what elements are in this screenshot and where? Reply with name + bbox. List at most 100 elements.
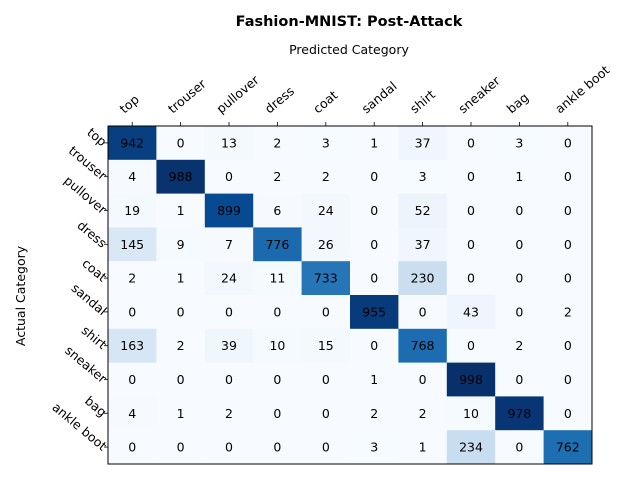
cell-value-label: 0 [564,135,572,150]
heatmap-cell [204,362,254,397]
heatmap-cell [398,328,448,364]
heatmap-cell [108,328,157,364]
heatmap-cell [446,295,496,330]
heatmap-cell [253,193,303,228]
cell-value-label: 0 [128,372,136,387]
cell-value-label: 0 [225,304,233,319]
heatmap-cell [156,193,206,228]
heatmap-cell [156,328,206,364]
heatmap-cell [108,159,157,195]
x-tick-label: trouser [165,76,210,117]
cell-value-label: 37 [415,135,431,150]
heatmap-cell [156,430,206,465]
heatmap-cell [156,295,206,330]
y-tick-label: shirt [79,323,110,353]
x-tick-label: top [116,92,141,117]
heatmap-cell [398,430,448,465]
heatmap-cell [108,227,157,262]
y-axis-label: Actual Category [13,245,28,346]
cell-value-label: 0 [467,135,475,150]
heatmap-cell [253,227,303,262]
heatmap-cell [108,126,157,161]
cell-value-label: 43 [463,304,479,319]
heatmap-cell [350,295,399,330]
cell-value-label: 978 [507,406,531,421]
x-tick-label: shirt [407,87,438,117]
cell-value-label: 0 [370,203,378,218]
cell-value-label: 942 [120,135,144,150]
cell-value-label: 0 [564,203,572,218]
cell-value-label: 0 [225,372,233,387]
cell-value-label: 3 [515,135,523,150]
cell-value-label: 39 [221,338,237,353]
cell-value-label: 230 [411,271,435,286]
heatmap-cell [543,159,593,195]
cell-value-label: 15 [318,338,334,353]
heatmap-cell [350,126,399,161]
cell-value-label: 776 [265,237,289,252]
y-tick-label: sandal [69,280,110,318]
heatmap-cell [543,295,593,330]
cell-value-label: 0 [177,304,185,319]
heatmap-cells: 942 0 13 2 3 1 37 0 3 04 988 0 2 2 0 3 0 1 019 1 899 6 24 0 52 0 0… [108,126,593,465]
cell-value-label: 0 [225,169,233,184]
cell-value-label: 2 [322,169,330,184]
heatmap-cell [350,193,399,228]
heatmap-cell [204,261,254,296]
heatmap-cell [446,362,496,397]
heatmap-cell [495,261,545,296]
cell-value-label: 0 [564,372,572,387]
cell-value-label: 0 [515,304,523,319]
cell-value-label: 0 [273,406,281,421]
cell-value-label: 0 [467,169,475,184]
cell-value-label: 1 [177,271,185,286]
heatmap-cell [350,227,399,262]
y-tick-label: sneaker [62,343,110,387]
cell-value-label: 2 [564,304,572,319]
heatmap-cell [398,261,448,296]
cell-value-label: 0 [128,440,136,455]
cell-value-label: 0 [515,440,523,455]
heatmap-cell [301,430,351,465]
cell-value-label: 955 [362,304,386,319]
x-tick-label: sandal [358,78,399,116]
heatmap-cell [253,430,303,465]
heatmap-cell [253,328,303,364]
heatmap-cell [446,159,496,195]
cell-value-label: 0 [515,203,523,218]
heatmap-cell [495,227,545,262]
cell-value-label: 234 [459,440,483,455]
cell-value-label: 19 [124,203,140,218]
cell-value-label: 10 [269,338,285,353]
cell-value-label: 7 [225,237,233,252]
cell-value-label: 0 [467,271,475,286]
heatmap-cell [398,396,448,431]
heatmap-cell [446,227,496,262]
x-tick-label: pullover [213,72,262,117]
cell-value-label: 6 [273,203,281,218]
cell-value-label: 1 [419,440,427,455]
cell-value-label: 9 [177,237,185,252]
cell-value-label: 733 [314,271,338,286]
x-tick-label: ankle boot [552,62,612,116]
x-tick-label: bag [504,90,532,117]
cell-value-label: 24 [318,203,334,218]
cell-value-label: 2 [273,135,281,150]
heatmap-cell [495,193,545,228]
cell-value-label: 0 [564,406,572,421]
cell-value-label: 0 [564,169,572,184]
cell-value-label: 0 [177,135,185,150]
cell-value-label: 0 [273,304,281,319]
heatmap-cell [301,295,351,330]
cell-value-label: 0 [564,237,572,252]
plot-frame [107,125,593,465]
heatmap-cell [156,159,206,195]
cell-value-label: 0 [515,271,523,286]
heatmap-cell [446,126,496,161]
heatmap-cell [204,159,254,195]
heatmap-cell [301,261,351,296]
heatmap-cell [398,227,448,262]
cell-value-label: 11 [269,271,285,286]
heatmap-cell [301,159,351,195]
cell-value-label: 3 [419,169,427,184]
